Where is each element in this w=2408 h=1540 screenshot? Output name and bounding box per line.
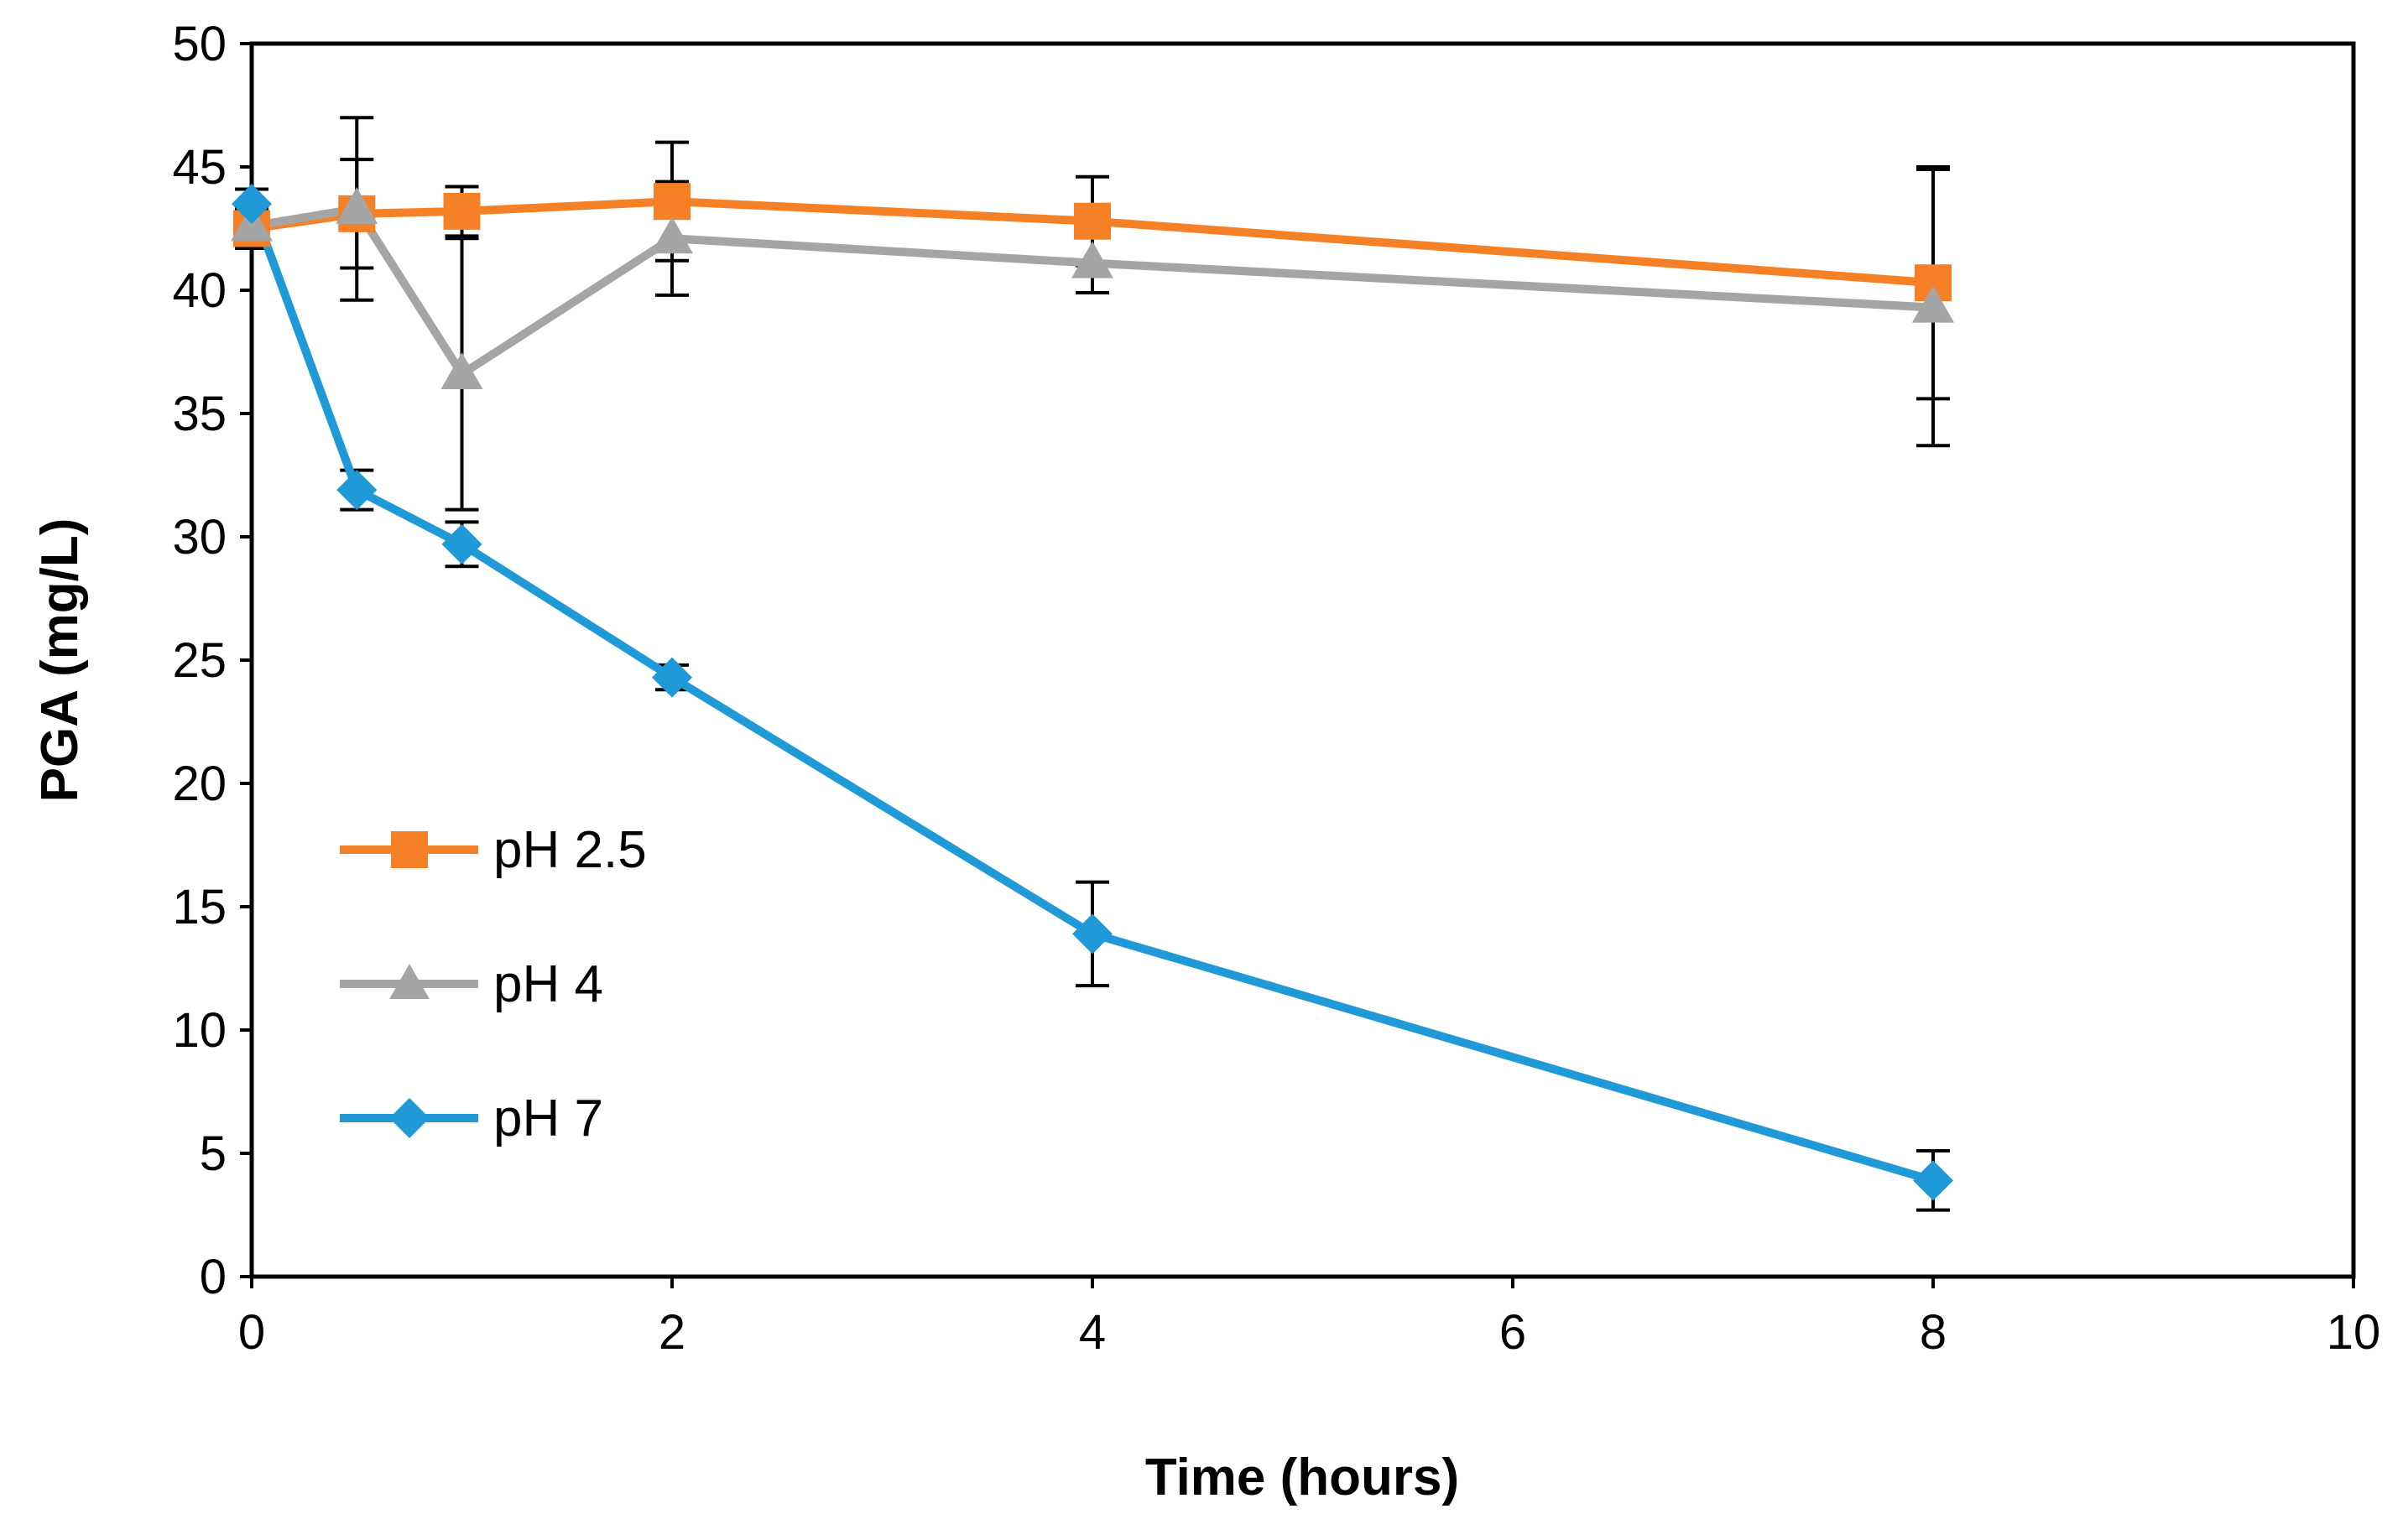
data-point-ph-2-5: [1074, 202, 1111, 240]
x-axis-ticks: 0 2 4 6 8 10: [238, 1277, 2380, 1360]
y-axis-ticks: 0 5 10 15 20 25 30 35 40 45 50: [172, 17, 252, 1304]
y-tick-label: 50: [172, 17, 227, 71]
legend-square-marker: [391, 831, 428, 868]
x-tick-label: 8: [1920, 1305, 1947, 1360]
data-point-ph-4: [440, 351, 483, 389]
y-tick-label: 25: [172, 633, 227, 688]
data-point-ph-4: [651, 216, 693, 254]
x-axis-title: Time (hours): [1145, 1449, 1459, 1506]
data-point-ph-4: [336, 186, 378, 224]
y-tick-label: 10: [172, 1003, 227, 1058]
y-tick-label: 35: [172, 387, 227, 441]
x-tick-label: 10: [2327, 1305, 2381, 1360]
legend-item-ph-4: pH 4: [340, 955, 603, 1013]
series-markers: [231, 183, 1954, 1201]
data-point-ph-7: [652, 657, 692, 698]
data-point-ph-7: [232, 184, 272, 225]
y-tick-label: 15: [172, 880, 227, 934]
data-point-ph-7: [441, 523, 482, 564]
series-line-ph-7: [248, 202, 1935, 1185]
legend-item-ph-2-5: pH 2.5: [340, 821, 647, 879]
data-point-ph-2-5: [654, 183, 691, 221]
y-tick-label: 0: [200, 1250, 227, 1304]
x-tick-label: 6: [1499, 1305, 1526, 1360]
x-tick-label: 0: [238, 1305, 265, 1360]
y-tick-label: 45: [172, 140, 227, 195]
legend-label-ph-4: pH 4: [493, 955, 603, 1013]
legend: pH 2.5 pH 4 pH 7: [340, 821, 647, 1147]
y-tick-label: 20: [172, 757, 227, 811]
x-tick-label: 2: [659, 1305, 685, 1360]
data-point-ph-4: [1071, 241, 1113, 278]
data-point-ph-7: [1072, 913, 1113, 955]
y-tick-label: 30: [172, 510, 227, 564]
data-point-ph-4: [1912, 285, 1954, 323]
legend-diamond-marker: [389, 1098, 430, 1138]
y-tick-label: 40: [172, 263, 227, 318]
legend-label-ph-7: pH 7: [493, 1090, 603, 1147]
data-point-ph-2-5: [443, 192, 481, 230]
legend-label-ph-2-5: pH 2.5: [493, 821, 647, 879]
legend-triangle-marker: [389, 964, 430, 999]
data-point-ph-7: [1913, 1160, 1953, 1201]
legend-item-ph-7: pH 7: [340, 1090, 603, 1147]
y-axis-title: PGA (mg/L): [31, 518, 89, 803]
x-tick-label: 4: [1079, 1305, 1106, 1360]
data-point-ph-7: [336, 470, 378, 511]
y-tick-label: 5: [200, 1126, 227, 1181]
